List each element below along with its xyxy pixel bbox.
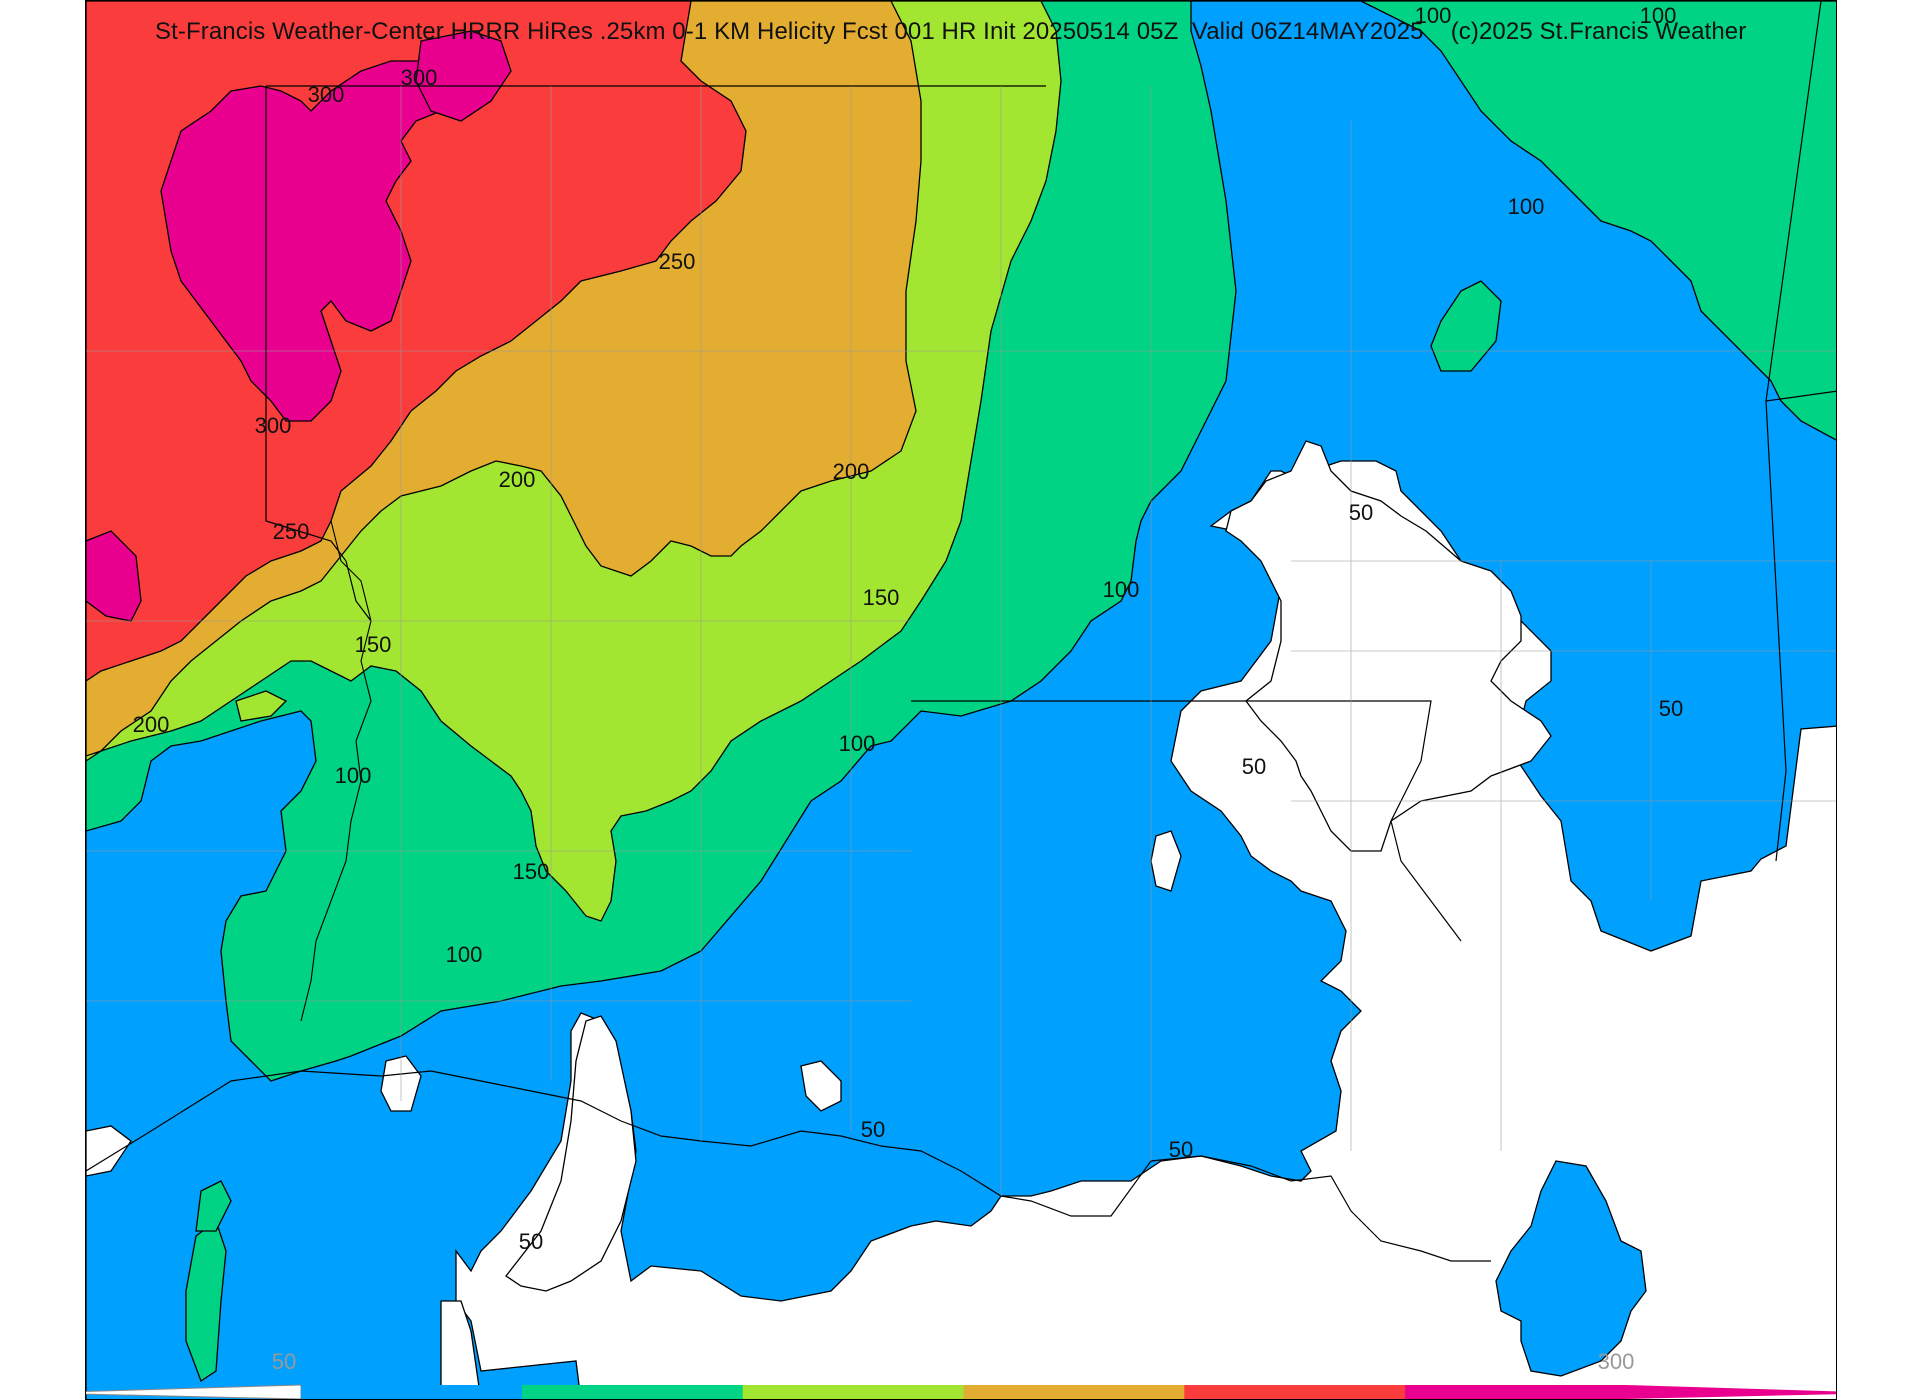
- state-border-east: [1765, 1, 1822, 862]
- contour-label: 50: [1169, 1137, 1193, 1162]
- river-line: [300, 520, 372, 1022]
- map-title: St-Francis Weather-Center HRRR HiRes .25…: [155, 18, 1747, 45]
- colorbar-bin: [301, 1385, 523, 1399]
- colorbar: 50 300: [86, 1349, 1836, 1399]
- contour-label: 250: [659, 249, 696, 274]
- contour-label: 100: [1415, 3, 1452, 28]
- colorbar-bin: [1405, 1385, 1627, 1399]
- below-50-hole-southwest: [505, 1015, 637, 1292]
- contour-label: 100: [335, 763, 372, 788]
- contour-label: 100: [1640, 3, 1677, 28]
- contour-label: 100: [1103, 577, 1140, 602]
- contour-100-150-northeast-island: [1430, 280, 1502, 372]
- coastline: [86, 1070, 1491, 1262]
- below-50-hole-east: [1225, 440, 1552, 852]
- contour-label: 300: [308, 82, 345, 107]
- contour-above-300-region: [160, 60, 452, 422]
- contour-labels: 300 300 250 300 250 200 200 150 150 200 100 150 100 1…: [133, 3, 1684, 1254]
- contour-50-100-island: [1495, 1160, 1647, 1377]
- contour-100-150-northeast: [1360, 1, 1836, 441]
- colorbar-bin: [521, 1385, 744, 1399]
- contour-label: 300: [401, 65, 438, 90]
- colorbar-bin: [742, 1385, 964, 1399]
- contour-above-300-blob-north: [415, 30, 512, 122]
- helicity-map: 300 300 250 300 250 200 200 150 150 200 100 150 100 1…: [86, 1, 1836, 1399]
- contour-label: 150: [863, 585, 900, 610]
- contour-label: 50: [519, 1229, 543, 1254]
- colorbar-bin: [1184, 1385, 1406, 1399]
- contour-label: 200: [133, 712, 170, 737]
- contour-label: 50: [1242, 754, 1266, 779]
- contour-label: 50: [1349, 500, 1373, 525]
- state-border-middle: [911, 700, 1462, 942]
- county-lines: [86, 86, 1836, 1196]
- colorbar-max-label: 300: [1598, 1349, 1635, 1374]
- contour-label: 50: [861, 1117, 885, 1142]
- contour-label: 150: [355, 632, 392, 657]
- colorbar-bin: [963, 1385, 1185, 1399]
- state-border-northeast: [1765, 390, 1836, 402]
- contour-100-150-southwest-blob: [195, 1180, 232, 1232]
- contour-100-150-southwest-strip: [185, 1219, 227, 1382]
- contour-label: 200: [833, 459, 870, 484]
- contour-label: 250: [273, 519, 310, 544]
- contour-label: 100: [1508, 194, 1545, 219]
- contour-above-300-blob-west: [86, 530, 142, 622]
- contour-label: 200: [499, 467, 536, 492]
- below-50-hole-south-coast: [440, 1300, 482, 1399]
- contour-label: 300: [255, 413, 292, 438]
- colorbar-right-arrow: [1626, 1385, 1836, 1399]
- colorbar-min-label: 50: [272, 1349, 296, 1374]
- contour-label: 100: [446, 942, 483, 967]
- contour-label: 100: [839, 731, 876, 756]
- contour-label: 150: [513, 859, 550, 884]
- contour-150-200-island-west: [235, 690, 288, 722]
- map-frame: 300 300 250 300 250 200 200 150 150 200 100 150 100 1…: [85, 0, 1837, 1400]
- below-50-hole-islet-3: [800, 1060, 842, 1112]
- contour-label: 50: [1659, 696, 1683, 721]
